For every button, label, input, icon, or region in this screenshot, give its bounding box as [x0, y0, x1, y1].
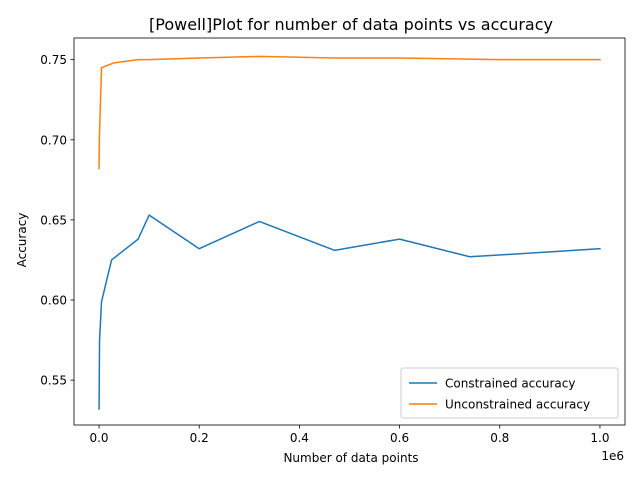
y-tick-label: 0.55	[40, 374, 67, 388]
x-tick-label: 0.2	[190, 431, 209, 445]
x-tick-label: 1.0	[590, 431, 609, 445]
x-tick-label: 0.4	[290, 431, 309, 445]
axes-frame	[73, 37, 626, 426]
x-axis-label: Number of data points	[283, 451, 418, 465]
ticks: 0.0 0.2 0.4 0.6 0.8 1.0 0.55 0.60 0.65 0.70 0.75	[40, 53, 609, 445]
x-tick-label: 0.8	[490, 431, 509, 445]
y-tick-label: 0.60	[40, 294, 67, 308]
x-offset-label: 1e6	[601, 449, 624, 463]
series-line-unconstrained	[98, 55, 601, 170]
y-tick-label: 0.70	[40, 133, 67, 147]
y-tick-label: 0.75	[40, 53, 67, 67]
x-tick-label: 0.6	[390, 431, 409, 445]
legend-label: Constrained accuracy	[445, 377, 575, 391]
series-lines	[98, 55, 601, 410]
y-tick-label: 0.65	[40, 213, 67, 227]
y-axis-label: Accuracy	[15, 213, 29, 268]
series-line-constrained	[98, 214, 601, 410]
chart-title: [Powell]Plot for number of data points v…	[149, 15, 553, 34]
legend: Constrained accuracy Unconstrained accura…	[400, 367, 619, 419]
legend-label: Unconstrained accuracy	[445, 398, 590, 412]
x-tick-label: 0.0	[89, 431, 108, 445]
legend-box	[400, 367, 619, 419]
